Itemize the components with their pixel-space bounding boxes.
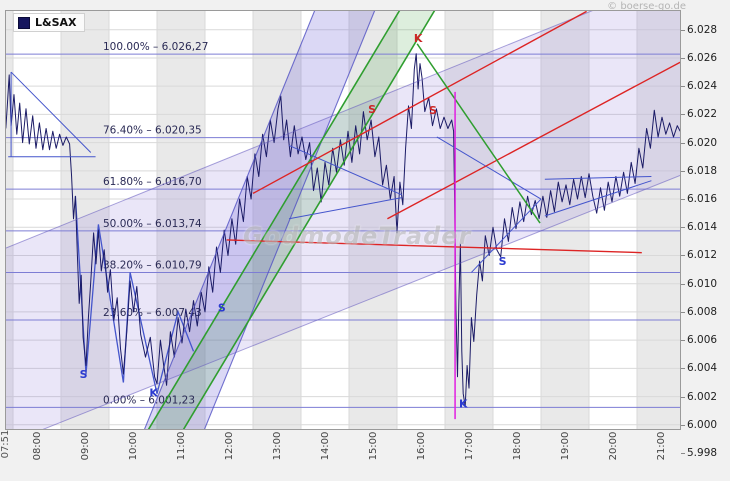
trendline-green-descending — [416, 43, 541, 224]
fib-label: 100.00% – 6.026,27 — [103, 41, 208, 53]
trend-channel-steep-purple — [144, 10, 375, 430]
trendline-red-right — [387, 61, 681, 220]
resistance-line-red-flat — [226, 239, 642, 254]
y-axis-tick — [681, 452, 685, 454]
trendline-red-steep — [252, 10, 587, 195]
y-axis-tick — [681, 29, 685, 31]
wave-label-s: S — [368, 103, 376, 116]
hour-stripe — [540, 10, 589, 430]
y-axis-label: 6.018 — [687, 164, 718, 177]
y-axis-label: 6.014 — [687, 221, 718, 234]
y-axis-tick — [681, 255, 685, 257]
plot-border — [5, 10, 681, 430]
chart-canvas: 100.00% – 6.026,27 76.40% – 6.020,35 61.80… — [5, 10, 681, 430]
x-axis-label: 14:00 — [319, 431, 331, 461]
triangle-post-lower — [471, 198, 542, 273]
hour-stripe — [588, 10, 637, 430]
y-axis-label: 6.006 — [687, 334, 718, 347]
wave-label-k: K — [414, 32, 423, 45]
copyright-watermark: © boerse-go.de — [607, 1, 686, 12]
trend-channel-wide-purple-edge — [40, 174, 681, 430]
legend: L&SAX — [13, 13, 85, 32]
y-axis-tick — [681, 170, 685, 172]
y-axis-label: 6.002 — [687, 390, 718, 403]
y-axis-tick — [681, 199, 685, 201]
trend-channel-wide-purple — [5, 10, 681, 430]
y-axis-label: 6.010 — [687, 277, 718, 290]
start-time-label: 07:51 — [0, 429, 11, 459]
price-line — [5, 53, 681, 407]
hour-stripe — [253, 10, 302, 430]
y-axis-label: 6.026 — [687, 51, 718, 64]
wave-label-s: S — [218, 302, 226, 315]
hour-stripe — [444, 10, 493, 430]
x-axis-label: 13:00 — [271, 431, 283, 461]
fib-label: 61.80% – 6.016,70 — [103, 176, 202, 188]
fib-label: 0.00% – 6.001,23 — [103, 394, 195, 406]
triangle-late-upper — [544, 175, 652, 180]
y-axis-label: 6.000 — [687, 418, 718, 431]
wave-label-s: S — [499, 255, 507, 268]
trend-channel-steep-purple-edge — [143, 10, 316, 430]
x-axis-label: 09:00 — [79, 431, 91, 461]
trend-channel-wide-purple-edge — [5, 10, 596, 249]
fib-label: 38.20% – 6.010,79 — [103, 260, 202, 272]
triangle-post-upper — [436, 136, 542, 200]
y-axis-label: 6.028 — [687, 23, 718, 36]
triangle-late-lower — [544, 180, 652, 217]
y-axis-tick — [681, 227, 685, 229]
x-axis-label: 08:00 — [31, 431, 43, 461]
y-axis-label: 5.998 — [687, 446, 718, 459]
plot-area: 100.00% – 6.026,27 76.40% – 6.020,35 61.80… — [5, 10, 681, 430]
triangle-mid-lower — [288, 197, 402, 220]
fib-label: 50.00% – 6.013,74 — [103, 218, 202, 230]
y-axis-label: 6.008 — [687, 305, 718, 318]
y-axis-tick — [681, 396, 685, 398]
wave-label-k: K — [459, 398, 468, 411]
x-axis-label: 12:00 — [223, 431, 235, 461]
x-axis-label: 20:00 — [607, 431, 619, 461]
y-axis-label: 6.020 — [687, 136, 718, 149]
y-axis-tick — [681, 114, 685, 116]
y-axis-tick — [681, 86, 685, 88]
x-axis-label: 16:00 — [415, 431, 427, 461]
trend-channel-green-edge — [147, 10, 401, 430]
trend-channel-green-edge — [182, 10, 436, 430]
fib-label: 76.40% – 6.020,35 — [103, 125, 202, 137]
y-axis-label: 6.012 — [687, 249, 718, 262]
triangle-mid-upper — [288, 144, 403, 196]
hour-stripe — [636, 10, 681, 430]
x-axis-label: 10:00 — [127, 431, 139, 461]
y-axis-tick — [681, 57, 685, 59]
y-axis-tick — [681, 283, 685, 285]
x-axis-label: 19:00 — [559, 431, 571, 461]
hour-stripe — [13, 10, 62, 430]
y-axis-label: 6.024 — [687, 80, 718, 93]
x-axis-label: 11:00 — [175, 431, 187, 461]
x-axis-label: 18:00 — [511, 431, 523, 461]
y-axis-tick — [681, 311, 685, 313]
y-axis-label: 6.022 — [687, 108, 718, 121]
y-axis-tick — [681, 340, 685, 342]
triangle-early-upper — [10, 71, 92, 153]
series-name: L&SAX — [35, 16, 77, 29]
wave-label-s: S — [429, 104, 437, 117]
wave-label-s: S — [80, 368, 88, 381]
y-axis-tick — [681, 368, 685, 370]
wave-label-k: K — [149, 386, 158, 399]
x-axis-label: 17:00 — [463, 431, 475, 461]
x-axis-label: 21:00 — [655, 431, 667, 461]
trend-channel-steep-purple-edge — [203, 10, 376, 430]
y-axis-label: 6.004 — [687, 362, 718, 375]
y-axis-tick — [681, 424, 685, 426]
series-color-swatch — [18, 16, 30, 29]
y-axis-label: 6.016 — [687, 193, 718, 206]
y-axis-tick — [681, 142, 685, 144]
hour-stripe — [5, 10, 14, 430]
x-axis-label: 15:00 — [367, 431, 379, 461]
hour-stripe — [157, 10, 206, 430]
